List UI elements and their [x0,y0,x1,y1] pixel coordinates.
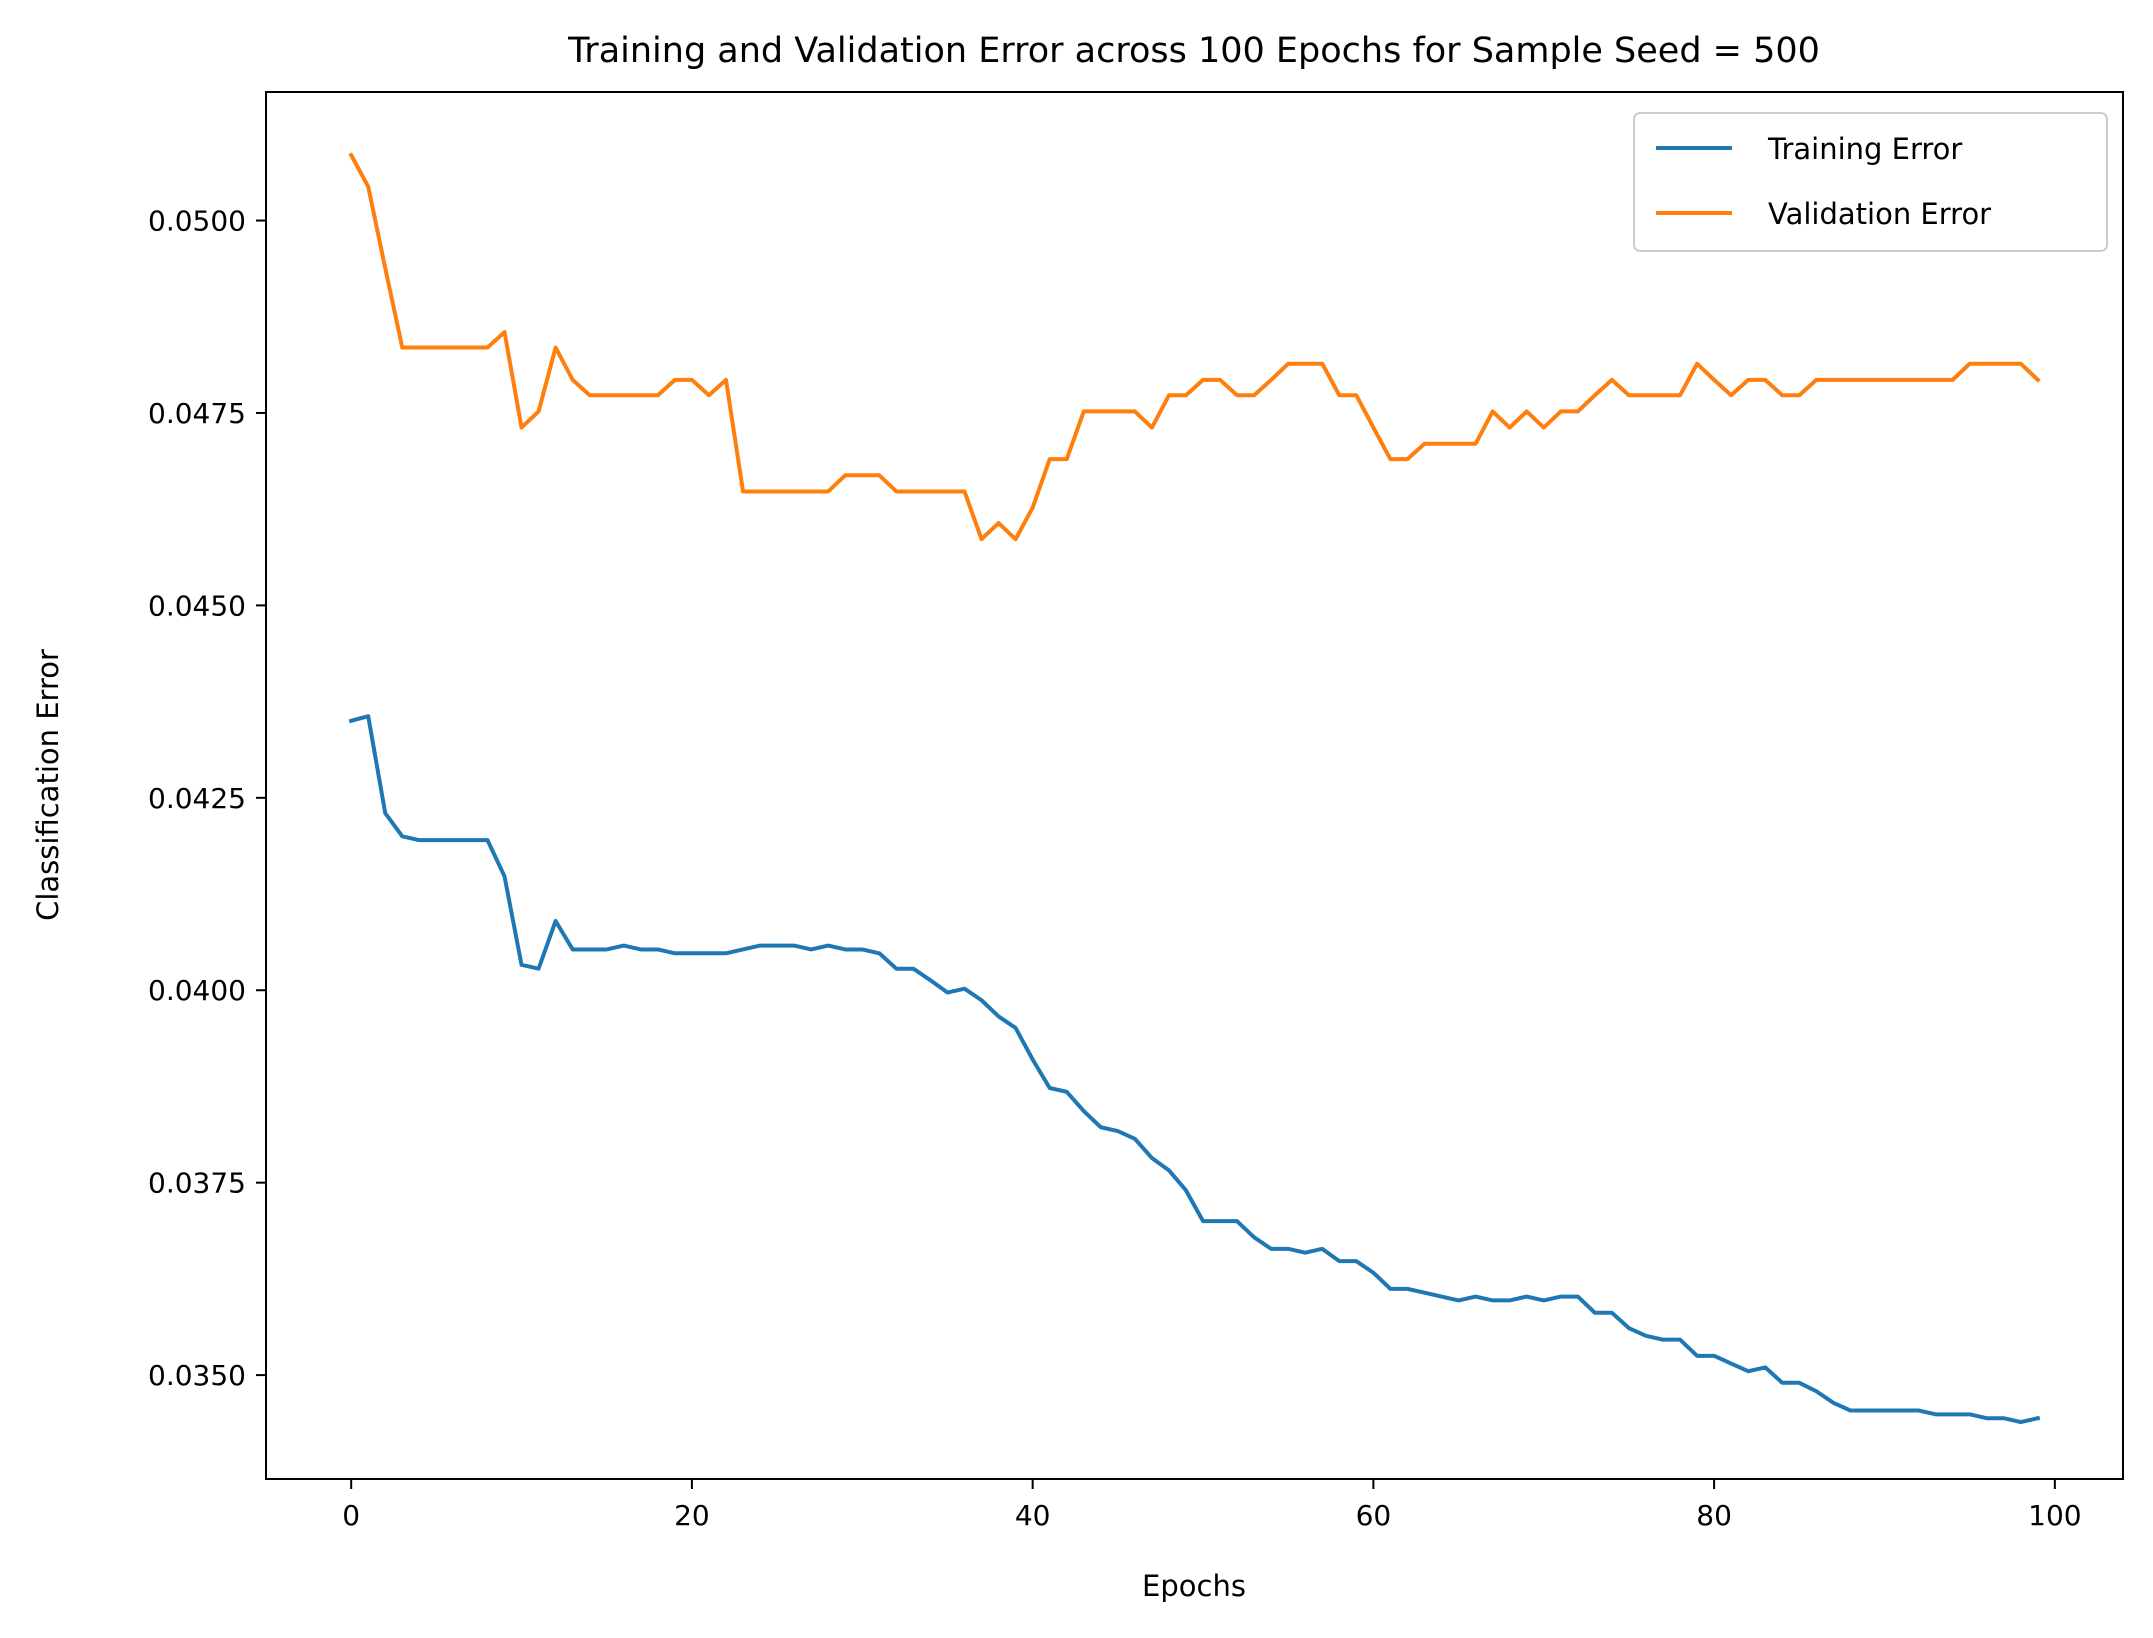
x-tick-label: 100 [2028,1499,2081,1532]
y-axis-label: Classification Error [31,649,65,921]
x-tick-label: 40 [1015,1499,1051,1532]
x-tick-label: 0 [342,1499,360,1532]
plot-frame [265,91,2124,1480]
legend-label-training: Training Error [1767,132,1962,166]
x-tick-label: 60 [1356,1499,1392,1532]
y-tick-label: 0.0475 [148,397,246,430]
chart-title: Training and Validation Error across 100… [567,31,1820,71]
y-tick-label: 0.0425 [148,782,246,815]
y-tick-label: 0.0500 [148,205,246,238]
series-layer [348,152,2041,1425]
y-axis-ticks: 0.0350 0.0375 0.0400 0.0425 0.0450 0.0475 0.05… [148,205,266,1392]
y-tick-label: 0.0375 [148,1167,246,1200]
y-tick-label: 0.0400 [148,974,246,1007]
x-tick-label: 20 [674,1499,710,1532]
validation-error-line [348,152,2041,542]
y-tick-label: 0.0350 [148,1359,246,1392]
training-error-line [348,714,2041,1425]
x-axis-ticks: 0 20 40 60 80 100 [342,1479,2082,1532]
legend-label-validation: Validation Error [1768,197,1991,231]
x-axis-label: Epochs [1142,1569,1246,1603]
y-tick-label: 0.0450 [148,589,246,622]
x-tick-label: 80 [1696,1499,1732,1532]
legend-box [1633,112,2108,252]
legend: Training Error Validation Error [1633,112,2108,252]
